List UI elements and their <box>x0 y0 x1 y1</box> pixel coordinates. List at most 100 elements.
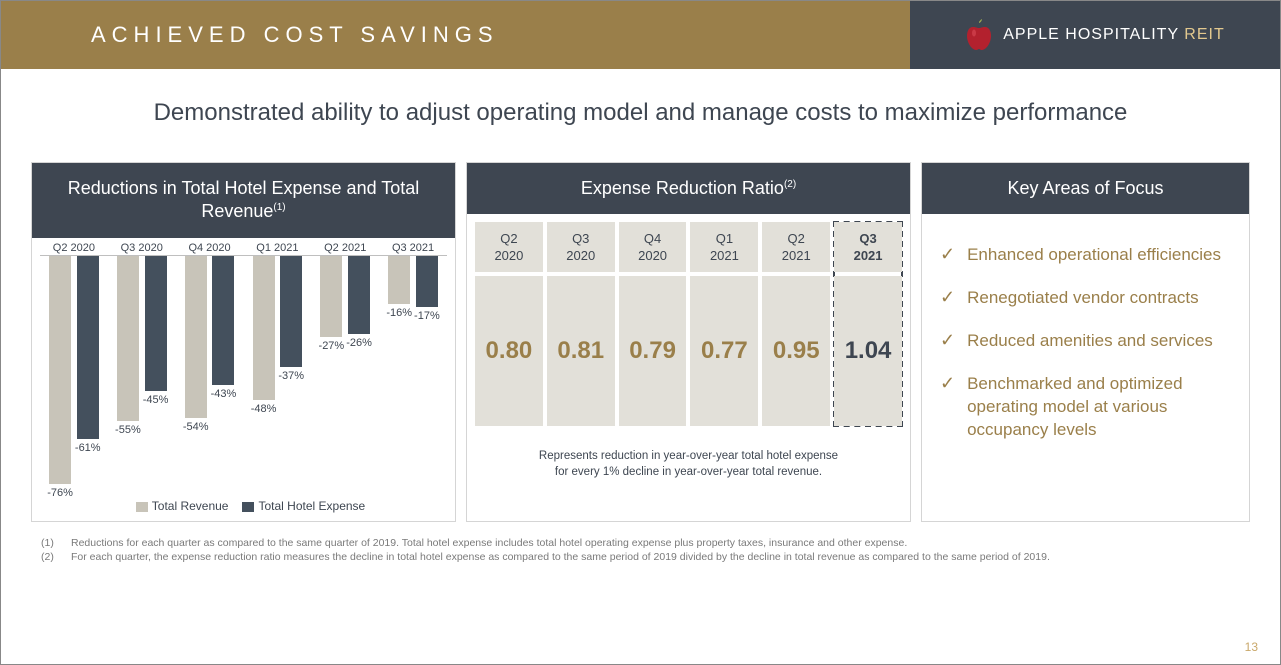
chart-area: Q2 2020Q3 2020Q4 2020Q1 2021Q2 2021Q3 20… <box>32 238 455 521</box>
footnote-num: (1) <box>41 536 61 551</box>
footnote-num: (2) <box>41 550 61 565</box>
ratio-col-value: 0.79 <box>619 276 687 426</box>
ratio-col-header: Q32020 <box>547 222 615 272</box>
title-band: ACHIEVED COST SAVINGS <box>1 1 910 69</box>
bar-wrap: -61% <box>75 256 101 499</box>
chart-legend: Total Revenue Total Hotel Expense <box>40 499 447 513</box>
check-icon: ✓ <box>940 287 955 309</box>
ratio-col-value: 0.95 <box>762 276 830 426</box>
check-icon: ✓ <box>940 244 955 266</box>
bar-wrap: -76% <box>47 256 73 499</box>
footnote-text: Reductions for each quarter as compared … <box>71 536 907 551</box>
ratio-col-header: Q22021 <box>762 222 830 272</box>
bar-wrap: -54% <box>183 256 209 433</box>
bar-value-label: -76% <box>47 487 73 499</box>
focus-item: ✓Benchmarked and optimized operating mod… <box>940 373 1231 442</box>
brand-text: APPLE HOSPITALITY REIT <box>1003 26 1224 44</box>
header-bar: ACHIEVED COST SAVINGS APPLE HOSPITALITY … <box>1 1 1280 69</box>
ratio-title: Expense Reduction Ratio(2) <box>467 163 910 214</box>
bar-wrap: -27% <box>319 256 345 352</box>
bar <box>212 256 234 385</box>
focus-item: ✓ Renegotiated vendor contracts <box>940 287 1231 310</box>
focus-item: ✓ Reduced amenities and services <box>940 330 1231 353</box>
ratio-col-header: Q32021 <box>834 222 902 272</box>
check-icon: ✓ <box>940 330 955 352</box>
legend-label: Total Hotel Expense <box>258 499 365 513</box>
subtitle: Demonstrated ability to adjust operating… <box>1 99 1280 127</box>
bar-wrap: -45% <box>143 256 169 436</box>
brand-primary: APPLE HOSPITALITY <box>1003 26 1179 43</box>
bar <box>77 256 99 439</box>
ratio-col-header: Q22020 <box>475 222 543 272</box>
ratio-col-value: 0.80 <box>475 276 543 426</box>
bar-value-label: -16% <box>386 307 412 319</box>
bar-value-label: -37% <box>278 370 304 382</box>
ratio-column: Q320200.81 <box>547 222 615 426</box>
chart-category-label: Q3 2021 <box>383 242 443 254</box>
footnote: (2)For each quarter, the expense reducti… <box>41 550 1240 565</box>
bar-value-label: -43% <box>211 388 237 400</box>
bar-wrap: -48% <box>251 256 277 415</box>
ratio-col-header: Q42020 <box>619 222 687 272</box>
legend-label: Total Revenue <box>152 499 229 513</box>
brand-logo-area: APPLE HOSPITALITY REIT <box>910 1 1280 69</box>
focus-item-text: Enhanced operational efficiencies <box>967 244 1221 267</box>
focus-item: ✓ Enhanced operational efficiencies <box>940 244 1231 267</box>
slide-title: ACHIEVED COST SAVINGS <box>91 22 499 48</box>
bar <box>145 256 167 391</box>
bar <box>388 256 410 304</box>
bar-value-label: -48% <box>251 403 277 415</box>
bar-wrap: -26% <box>346 256 372 352</box>
bar-group: -48% -37% <box>247 256 307 415</box>
focus-item-text: Renegotiated vendor contracts <box>967 287 1199 310</box>
ratio-column: Q220200.80 <box>475 222 543 426</box>
chart-title: Reductions in Total Hotel Expense and To… <box>32 163 455 238</box>
panel-chart: Reductions in Total Hotel Expense and To… <box>31 162 456 522</box>
chart-category-label: Q1 2021 <box>247 242 307 254</box>
ratio-grid: Q220200.80Q320200.81Q420200.79Q120210.77… <box>475 222 902 426</box>
bar-value-label: -61% <box>75 442 101 454</box>
bar-value-label: -54% <box>183 421 209 433</box>
bar <box>49 256 71 484</box>
bar-wrap: -37% <box>278 256 304 415</box>
panels-row: Reductions in Total Hotel Expense and To… <box>31 162 1250 522</box>
chart-bars: -76%-61%-55%-45%-54%-43%-48%-37%-27%-26%… <box>40 255 447 495</box>
page-number: 13 <box>1245 640 1258 654</box>
panel-focus: Key Areas of Focus ✓ Enhanced operational… <box>921 162 1250 522</box>
legend-swatch <box>136 502 148 512</box>
bar-group: -54% -43% <box>180 256 240 433</box>
ratio-body: Q220200.80Q320200.81Q420200.79Q120210.77… <box>467 214 910 520</box>
bar-value-label: -45% <box>143 394 169 406</box>
bar-value-label: -27% <box>319 340 345 352</box>
ratio-column: Q320211.04 <box>834 222 902 426</box>
bar <box>348 256 370 334</box>
bar-value-label: -17% <box>414 310 440 322</box>
bar-group: -16%-17% <box>383 256 443 322</box>
bar-group: -55% -45% <box>112 256 172 436</box>
focus-list: ✓ Enhanced operational efficiencies ✓ Reneg… <box>922 214 1249 480</box>
bar-value-label: -26% <box>346 337 372 349</box>
ratio-note: Represents reduction in year-over-year t… <box>475 448 902 480</box>
focus-item-text: Benchmarked and optimized operating mode… <box>967 373 1231 442</box>
bar <box>320 256 342 337</box>
chart-category-label: Q4 2020 <box>180 242 240 254</box>
bar <box>185 256 207 418</box>
panel-ratio: Expense Reduction Ratio(2) Q220200.80Q32… <box>466 162 911 522</box>
bar-group: -27%-26% <box>315 256 375 352</box>
bar-group: -76% -61% <box>44 256 104 499</box>
bar-wrap: -55% <box>115 256 141 436</box>
chart-category-label: Q2 2021 <box>315 242 375 254</box>
bar-wrap: -17% <box>414 256 440 322</box>
bar <box>253 256 275 400</box>
bar-value-label: -55% <box>115 424 141 436</box>
ratio-col-value: 0.77 <box>690 276 758 426</box>
ratio-column: Q120210.77 <box>690 222 758 426</box>
ratio-col-header: Q12021 <box>690 222 758 272</box>
focus-item-text: Reduced amenities and services <box>967 330 1213 353</box>
bar-wrap: -43% <box>211 256 237 433</box>
ratio-column: Q420200.79 <box>619 222 687 426</box>
focus-title: Key Areas of Focus <box>922 163 1249 214</box>
footnote: (1) Reductions for each quarter as compar… <box>41 536 1240 551</box>
chart-categories: Q2 2020Q3 2020Q4 2020Q1 2021Q2 2021Q3 20… <box>40 242 447 254</box>
bar <box>416 256 438 307</box>
